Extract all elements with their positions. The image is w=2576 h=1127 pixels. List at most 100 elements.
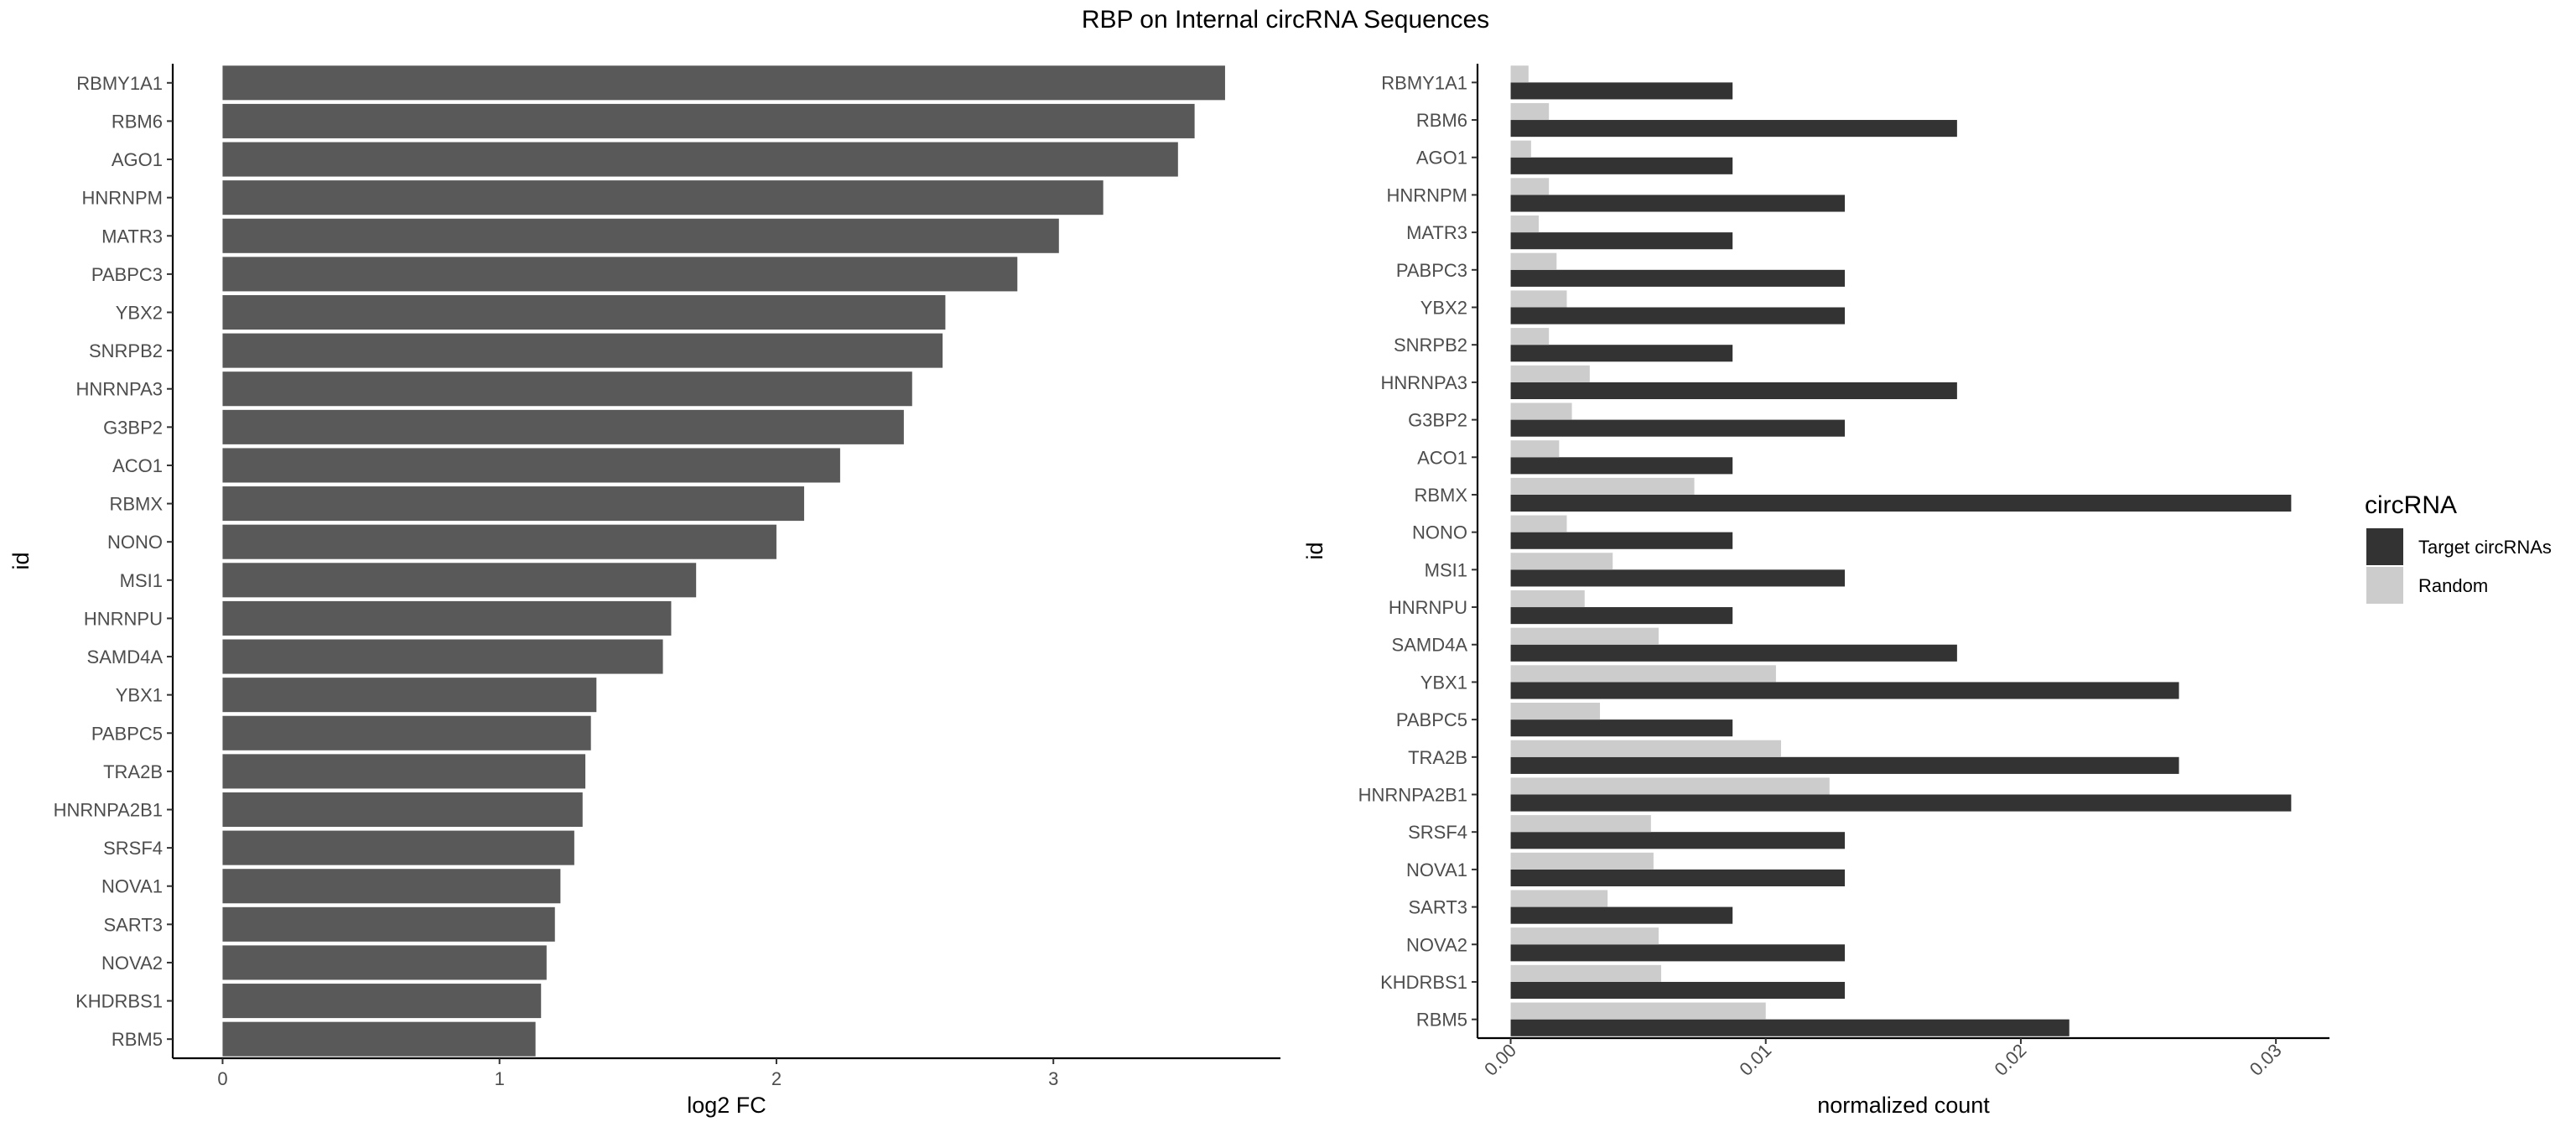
bar-random-g3bp2 bbox=[1510, 402, 1572, 420]
x-tick-label: 0 bbox=[217, 1068, 227, 1089]
bar-target-circrnas-rbmx bbox=[1510, 494, 2292, 512]
bar-pabpc3 bbox=[222, 257, 1018, 292]
bar-random-rbmy1a1 bbox=[1510, 65, 1529, 83]
legend-label: Random bbox=[2418, 575, 2488, 596]
bar-khdrbs1 bbox=[222, 984, 542, 1019]
bar-rbmy1a1 bbox=[222, 65, 1225, 101]
bar-msi1 bbox=[222, 563, 697, 598]
bar-random-msi1 bbox=[1510, 553, 1613, 570]
x-axis-title: normalized count bbox=[1817, 1093, 1990, 1118]
bar-target-circrnas-matr3 bbox=[1510, 232, 1733, 250]
bar-target-circrnas-hnrnpa2b1 bbox=[1510, 794, 2292, 812]
bar-target-circrnas-nova1 bbox=[1510, 869, 1846, 886]
y-tick-label: SART3 bbox=[1408, 897, 1467, 918]
y-tick-label: NOVA2 bbox=[101, 953, 163, 974]
y-tick-label: RBMX bbox=[1414, 485, 1467, 506]
x-tick-label: 2 bbox=[771, 1068, 782, 1089]
x-tick-label: 1 bbox=[495, 1068, 505, 1089]
x-tick-label: 0.03 bbox=[2246, 1040, 2286, 1080]
bar-target-circrnas-sart3 bbox=[1510, 906, 1733, 924]
y-tick-label: SART3 bbox=[103, 914, 163, 935]
bar-ago1 bbox=[222, 142, 1178, 177]
bar-target-circrnas-srsf4 bbox=[1510, 832, 1846, 849]
y-tick-label: MSI1 bbox=[120, 570, 163, 591]
bar-target-circrnas-tra2b bbox=[1510, 756, 2179, 774]
bar-random-hnrnpa3 bbox=[1510, 365, 1590, 382]
y-tick-label: HNRNPA2B1 bbox=[1358, 785, 1467, 806]
bar-nova1 bbox=[222, 869, 561, 904]
y-tick-label: ACO1 bbox=[1417, 447, 1467, 468]
y-tick-label: RBM6 bbox=[112, 111, 163, 132]
bar-target-circrnas-rbm5 bbox=[1510, 1019, 2070, 1036]
legend-title: circRNA bbox=[2365, 491, 2457, 519]
bar-random-hnrnpu bbox=[1510, 589, 1585, 608]
bar-target-circrnas-nova2 bbox=[1510, 944, 1846, 962]
y-tick-label: PABPC3 bbox=[1396, 260, 1467, 281]
bar-random-hnrnpa2b1 bbox=[1510, 777, 1830, 795]
y-tick-label: PABPC3 bbox=[91, 264, 163, 285]
y-tick-label: G3BP2 bbox=[1408, 410, 1467, 431]
y-tick-label: MATR3 bbox=[101, 226, 163, 247]
bar-nova2 bbox=[222, 945, 547, 980]
y-tick-label: MSI1 bbox=[1425, 559, 1467, 580]
y-axis-title: id bbox=[1302, 542, 1327, 559]
bar-matr3 bbox=[222, 218, 1059, 253]
bar-samd4a bbox=[222, 639, 663, 674]
y-tick-label: HNRNPA3 bbox=[1380, 372, 1467, 393]
bar-ybx2 bbox=[222, 294, 946, 330]
legend-swatch bbox=[2366, 567, 2403, 604]
y-tick-label: SRSF4 bbox=[1408, 822, 1467, 843]
x-tick-label: 3 bbox=[1048, 1068, 1058, 1089]
bar-random-aco1 bbox=[1510, 440, 1560, 458]
y-axis-title: id bbox=[8, 552, 34, 569]
bar-pabpc5 bbox=[222, 715, 591, 750]
y-tick-label: ACO1 bbox=[112, 455, 163, 476]
bar-target-circrnas-khdrbs1 bbox=[1510, 981, 1846, 1000]
bar-random-pabpc3 bbox=[1510, 252, 1557, 270]
bar-target-circrnas-pabpc3 bbox=[1510, 269, 1846, 287]
bar-ybx1 bbox=[222, 678, 597, 713]
bar-random-rbm5 bbox=[1510, 1002, 1766, 1020]
y-tick-label: KHDRBS1 bbox=[1380, 972, 1467, 993]
bar-target-circrnas-ybx2 bbox=[1510, 307, 1846, 325]
y-tick-label: NOVA1 bbox=[101, 876, 163, 897]
y-tick-label: TRA2B bbox=[1408, 747, 1467, 768]
bar-hnrnpa2b1 bbox=[222, 792, 583, 828]
bar-hnrnpu bbox=[222, 600, 672, 636]
bar-target-circrnas-samd4a bbox=[1510, 644, 1957, 662]
y-tick-label: HNRNPM bbox=[1386, 184, 1467, 205]
bar-target-circrnas-hnrnpa3 bbox=[1510, 382, 1957, 399]
bar-nono bbox=[222, 524, 776, 559]
bar-target-circrnas-nono bbox=[1510, 532, 1733, 549]
bar-random-rbm6 bbox=[1510, 102, 1550, 121]
y-tick-label: RBM6 bbox=[1416, 110, 1467, 131]
y-tick-label: TRA2B bbox=[103, 761, 163, 782]
bar-aco1 bbox=[222, 448, 840, 483]
y-tick-label: HNRNPA3 bbox=[75, 379, 163, 400]
y-tick-label: SNRPB2 bbox=[1394, 335, 1467, 356]
bar-target-circrnas-rbm6 bbox=[1510, 120, 1957, 138]
y-tick-label: HNRNPU bbox=[1389, 597, 1467, 618]
bar-random-ybx1 bbox=[1510, 665, 1776, 683]
bar-random-nova2 bbox=[1510, 927, 1659, 945]
bar-random-ago1 bbox=[1510, 140, 1531, 158]
y-tick-label: SRSF4 bbox=[103, 838, 163, 859]
bar-random-sart3 bbox=[1510, 890, 1608, 907]
bar-rbm6 bbox=[222, 103, 1195, 138]
y-tick-label: HNRNPU bbox=[84, 608, 163, 629]
y-tick-label: YBX2 bbox=[116, 303, 163, 324]
bar-random-khdrbs1 bbox=[1510, 964, 1662, 982]
x-tick-label: 0.02 bbox=[1991, 1040, 2031, 1080]
y-tick-label: AGO1 bbox=[112, 149, 163, 170]
bar-tra2b bbox=[222, 754, 586, 789]
bar-rbm5 bbox=[222, 1021, 536, 1057]
y-tick-label: SAMD4A bbox=[87, 647, 164, 667]
bar-random-samd4a bbox=[1510, 627, 1659, 645]
y-tick-label: RBMX bbox=[109, 494, 163, 515]
bar-snrpb2 bbox=[222, 333, 943, 368]
bar-rbmx bbox=[222, 486, 804, 522]
bar-hnrnpm bbox=[222, 180, 1104, 216]
bar-target-circrnas-g3bp2 bbox=[1510, 419, 1846, 437]
bar-random-srsf4 bbox=[1510, 815, 1651, 833]
